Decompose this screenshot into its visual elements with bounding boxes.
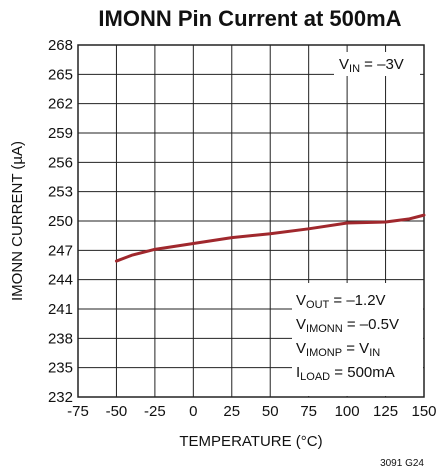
x-tick-label: 150 [411, 403, 436, 420]
annotation-part: V [296, 292, 306, 309]
x-tick-label: -25 [144, 403, 166, 420]
y-axis-label: IMONN CURRENT (µA) [9, 141, 26, 301]
annotation-part: I [296, 364, 300, 381]
data-line [114, 213, 426, 263]
x-tick-label: 0 [189, 403, 197, 420]
y-tick-label: 244 [48, 272, 73, 289]
y-tick-label: 250 [48, 213, 73, 230]
annotation: VIN = –3V [339, 56, 404, 75]
annotation: ILOAD = 500mA [296, 364, 395, 383]
y-tick-label: 262 [48, 96, 73, 113]
annotation-part: = –0.5V [343, 316, 399, 333]
y-tick-label: 247 [48, 242, 73, 259]
x-tick-label: 100 [335, 403, 360, 420]
y-tick-label: 238 [48, 330, 73, 347]
y-tick-label: 268 [48, 37, 73, 54]
annotation-part: = –3V [360, 56, 404, 73]
annotation: VIMONN = –0.5V [296, 316, 399, 335]
annotation-bg [292, 283, 423, 396]
x-tick-label: -50 [106, 403, 128, 420]
annotation-sub: OUT [306, 299, 330, 311]
annotation-bg [334, 52, 420, 76]
y-tick-label: 232 [48, 389, 73, 406]
annotation-sub: IN [349, 63, 360, 75]
annotation-sub: IN [369, 347, 380, 359]
x-axis-label: TEMPERATURE (°C) [179, 433, 322, 450]
x-tick-label: -75 [67, 403, 89, 420]
annotation-part: V [296, 340, 306, 357]
annotation-part: V [296, 316, 306, 333]
plot-frame [77, 44, 425, 398]
annotation-part: V [339, 56, 349, 73]
x-tick-label: 75 [300, 403, 317, 420]
x-tick-label: 50 [262, 403, 279, 420]
x-tick-label: 25 [223, 403, 240, 420]
annotation-part: = V [342, 340, 369, 357]
x-tick-label: 125 [373, 403, 398, 420]
y-tick-label: 259 [48, 125, 73, 142]
y-tick-label: 235 [48, 360, 73, 377]
annotation-sub: LOAD [300, 371, 330, 383]
annotation-sub: IMONN [306, 323, 343, 335]
y-tick-label: 256 [48, 154, 73, 171]
annotation-sub: IMONP [306, 347, 342, 359]
annotation: VIMONP = VIN [296, 340, 380, 359]
annotation-part: = –1.2V [329, 292, 385, 309]
footer: 3091 G24 [380, 458, 424, 469]
chart-title: IMONN Pin Current at 500mA [98, 6, 401, 31]
y-tick-label: 241 [48, 301, 73, 318]
y-tick-label: 265 [48, 66, 73, 83]
y-tick-label: 253 [48, 184, 73, 201]
annotation: VOUT = –1.2V [296, 292, 386, 311]
annotation-part: = 500mA [330, 364, 395, 381]
